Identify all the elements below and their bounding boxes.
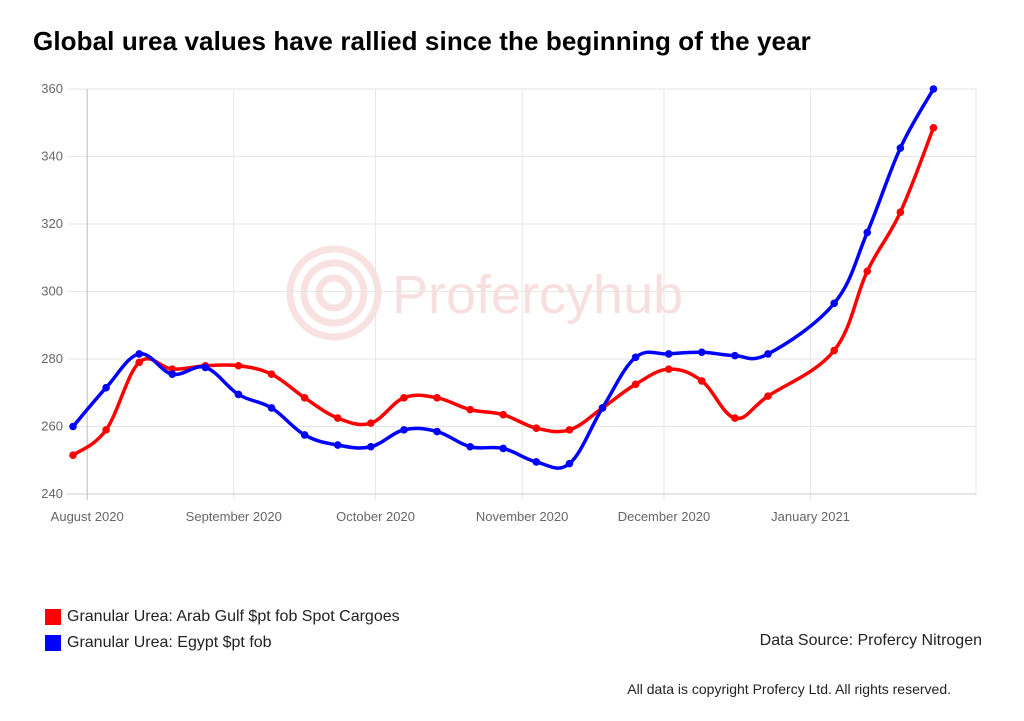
data-source-note: Data Source: Profercy Nitrogen — [759, 632, 982, 649]
data-point — [201, 363, 210, 372]
watermark-logo-core — [315, 274, 353, 312]
data-point — [135, 350, 143, 358]
y-tick-label: 240 — [41, 486, 63, 501]
data-point — [565, 426, 574, 434]
watermark: Profercyhub — [286, 245, 683, 341]
data-point — [631, 353, 640, 362]
data-point — [830, 346, 838, 355]
data-point — [764, 350, 772, 358]
watermark-text: Profercyhub — [392, 265, 683, 325]
data-point — [764, 392, 772, 400]
data-point — [863, 267, 872, 276]
data-point — [433, 394, 441, 402]
data-point — [499, 444, 508, 453]
legend: Granular Urea: Arab Gulf $pt fob Spot Ca… — [45, 604, 400, 656]
legend-swatch-blue — [45, 635, 61, 651]
data-point — [697, 377, 706, 385]
data-point — [69, 422, 77, 431]
chart-title: Global urea values have rallied since th… — [33, 26, 811, 56]
data-point — [300, 394, 309, 402]
data-point — [367, 442, 375, 451]
data-point — [267, 370, 276, 378]
legend-item-arab-gulf[interactable]: Granular Urea: Arab Gulf $pt fob Spot Ca… — [45, 604, 400, 630]
y-tick-label: 340 — [41, 149, 63, 164]
data-point — [499, 410, 508, 419]
data-point — [532, 458, 541, 466]
legend-label-egypt: Granular Urea: Egypt $pt fob — [67, 634, 272, 651]
data-point — [863, 228, 872, 237]
x-tick-label: August 2020 — [51, 509, 124, 524]
data-point — [168, 370, 177, 378]
data-point — [664, 365, 673, 373]
data-point — [929, 124, 938, 132]
data-point — [697, 348, 706, 357]
data-point — [69, 451, 77, 459]
data-point — [731, 351, 739, 360]
data-point — [466, 442, 474, 451]
copyright-note: All data is copyright Profercy Ltd. All … — [627, 681, 951, 697]
data-point — [333, 441, 342, 449]
series-layer — [69, 85, 938, 470]
watermark-logo-ring — [300, 259, 368, 327]
data-point — [731, 414, 739, 422]
data-point — [102, 426, 110, 434]
data-point — [433, 427, 441, 436]
data-point — [896, 144, 905, 152]
series-0 — [69, 124, 938, 459]
x-tick-label: January 2021 — [771, 509, 850, 524]
data-point — [234, 361, 243, 370]
data-point — [234, 390, 243, 399]
x-tick-label: September 2020 — [186, 509, 282, 524]
data-point — [532, 424, 541, 432]
data-point — [400, 426, 408, 434]
data-point — [333, 414, 342, 422]
data-point — [102, 383, 110, 392]
data-point — [135, 358, 143, 367]
data-point — [367, 419, 375, 427]
data-point — [300, 431, 309, 439]
data-point — [830, 299, 838, 308]
y-tick-label: 260 — [41, 419, 63, 434]
legend-item-egypt[interactable]: Granular Urea: Egypt $pt fob — [45, 630, 400, 656]
legend-label-arab-gulf: Granular Urea: Arab Gulf $pt fob Spot Ca… — [67, 608, 400, 625]
y-tick-label: 360 — [41, 81, 63, 96]
y-tick-label: 300 — [41, 284, 63, 299]
line-chart: Profercyhub 240 260 280 300 320 340 360 August … — [41, 81, 977, 524]
data-point — [664, 350, 673, 358]
x-tick-label: October 2020 — [336, 509, 415, 524]
data-point — [631, 380, 640, 389]
data-point — [896, 208, 905, 216]
x-tick-label: November 2020 — [476, 509, 569, 524]
data-point — [466, 405, 474, 414]
data-point — [598, 404, 607, 412]
data-point — [267, 404, 276, 412]
data-point — [400, 394, 408, 402]
chart-axes: 240 260 280 300 320 340 360 August 2020 Septembe… — [41, 81, 976, 524]
legend-swatch-red — [45, 609, 61, 625]
x-tick-label: December 2020 — [618, 509, 711, 524]
series-line-0 — [71, 127, 936, 457]
watermark-logo-icon — [286, 245, 382, 341]
y-tick-label: 320 — [41, 216, 63, 231]
y-tick-label: 280 — [41, 351, 63, 366]
data-point — [565, 459, 574, 468]
data-point — [929, 85, 938, 93]
series-1 — [69, 85, 938, 470]
